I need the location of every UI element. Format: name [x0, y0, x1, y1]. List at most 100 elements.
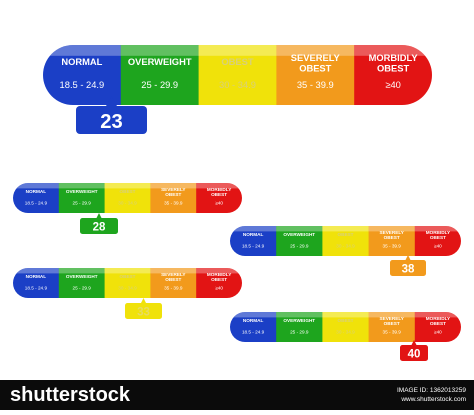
segment [322, 226, 370, 256]
indicator-box [80, 218, 118, 234]
segment-highlight [198, 45, 277, 56]
segment-range: 18.5 - 24.9 [60, 80, 105, 90]
segment-highlight [104, 268, 151, 274]
segment-range: 30 - 34.9 [118, 286, 137, 291]
segment [368, 312, 416, 342]
segment [196, 183, 242, 213]
indicator-value: 28 [93, 221, 106, 233]
segment [414, 226, 461, 256]
segment-highlight [13, 183, 60, 189]
segment-range: 30 - 34.9 [336, 244, 355, 249]
segment-label: OBEST [377, 63, 409, 73]
segment [120, 45, 200, 105]
segment [230, 226, 277, 256]
segment-range: 35 - 39.9 [383, 244, 402, 249]
segment-highlight [276, 312, 323, 318]
segment-highlight [322, 312, 370, 318]
segment [150, 183, 197, 213]
segment-highlight [150, 268, 197, 274]
segment-highlight [322, 226, 370, 232]
indicator-value: 40 [408, 348, 421, 360]
segment-highlight [276, 226, 323, 232]
segment-highlight [196, 183, 242, 189]
segment-label: OVERWEIGHT [283, 318, 315, 323]
segment-label: OVERWEIGHT [66, 274, 98, 279]
segment-label: OVERWEIGHT [66, 189, 98, 194]
segment-range: 18.5 - 24.9 [242, 244, 265, 249]
segment-highlight [230, 312, 277, 318]
segment-range: 25 - 29.9 [290, 244, 309, 249]
footer-site: www.shutterstock.com [400, 396, 466, 403]
bmi-scale [230, 312, 461, 342]
segment-label: OBEST [211, 192, 227, 197]
segment-label: OBEST [165, 192, 181, 197]
indicator-value: 23 [100, 111, 122, 133]
segment-range: 18.5 - 24.9 [25, 286, 48, 291]
segment-range: 35 - 39.9 [297, 80, 334, 90]
indicator-pointer [140, 298, 147, 304]
segment-label: OBEST [119, 189, 135, 194]
segment-range: ≥40 [215, 201, 223, 206]
segment [150, 268, 197, 298]
segment [104, 268, 151, 298]
segment-range: ≥40 [385, 80, 401, 90]
segment-label: OBEST [384, 321, 400, 326]
segment-highlight [58, 268, 106, 274]
bmi-scale [13, 268, 242, 298]
segment-highlight [150, 183, 197, 189]
bmi-scale [43, 45, 432, 105]
segment-label: OBEST [430, 321, 446, 326]
segment [414, 312, 461, 342]
indicator-value: 38 [402, 263, 415, 275]
segment-label: OVERWEIGHT [283, 232, 315, 237]
segment-range: 35 - 39.9 [164, 286, 183, 291]
indicator-box [125, 303, 162, 319]
segment [58, 183, 106, 213]
segment-highlight [196, 268, 242, 274]
segment-range: 25 - 29.9 [141, 80, 178, 90]
segment-label: NORMAL [243, 232, 264, 237]
segment-label: NORMAL [243, 318, 264, 323]
segment-range: 30 - 34.9 [118, 201, 137, 206]
segment-highlight [354, 45, 432, 56]
segment-highlight [43, 45, 122, 56]
segment-highlight [276, 45, 355, 56]
footer-bar [0, 380, 474, 410]
bmi-scale [13, 183, 242, 213]
segment-label: OBEST [165, 277, 181, 282]
indicator-value: 33 [137, 306, 150, 318]
segment-label: OBEST [211, 277, 227, 282]
indicator-pointer [105, 96, 118, 107]
segment-label: SEVERELY [291, 53, 341, 63]
segment [276, 226, 323, 256]
segment [368, 226, 416, 256]
segment-label: SEVERELY [379, 316, 404, 321]
segment [104, 183, 151, 213]
segment [58, 268, 106, 298]
segment-highlight [120, 45, 200, 56]
segment-highlight [414, 312, 461, 318]
indicator-box [76, 106, 147, 134]
segment [230, 312, 277, 342]
segment-range: 35 - 39.9 [383, 330, 402, 335]
segment [276, 45, 355, 105]
segment-highlight [414, 226, 461, 232]
bmi-scale [230, 226, 461, 256]
segment [43, 45, 122, 105]
segment-range: ≥40 [215, 286, 223, 291]
segment-label: MORBIDLY [369, 53, 419, 63]
indicator-pointer [96, 213, 102, 219]
segment-label: MORBIDLY [207, 272, 232, 277]
segment-range: 25 - 29.9 [73, 201, 92, 206]
segment-label: NORMAL [26, 274, 47, 279]
segment-label: SEVERELY [379, 230, 404, 235]
segment-range: ≥40 [434, 330, 442, 335]
indicator-pointer [405, 255, 411, 261]
segment [13, 183, 60, 213]
segment-range: 25 - 29.9 [290, 330, 309, 335]
segment-range: 25 - 29.9 [73, 286, 92, 291]
segment-label: OVERWEIGHT [128, 57, 192, 67]
segment [196, 268, 242, 298]
segment [276, 312, 323, 342]
segment-highlight [104, 183, 151, 189]
